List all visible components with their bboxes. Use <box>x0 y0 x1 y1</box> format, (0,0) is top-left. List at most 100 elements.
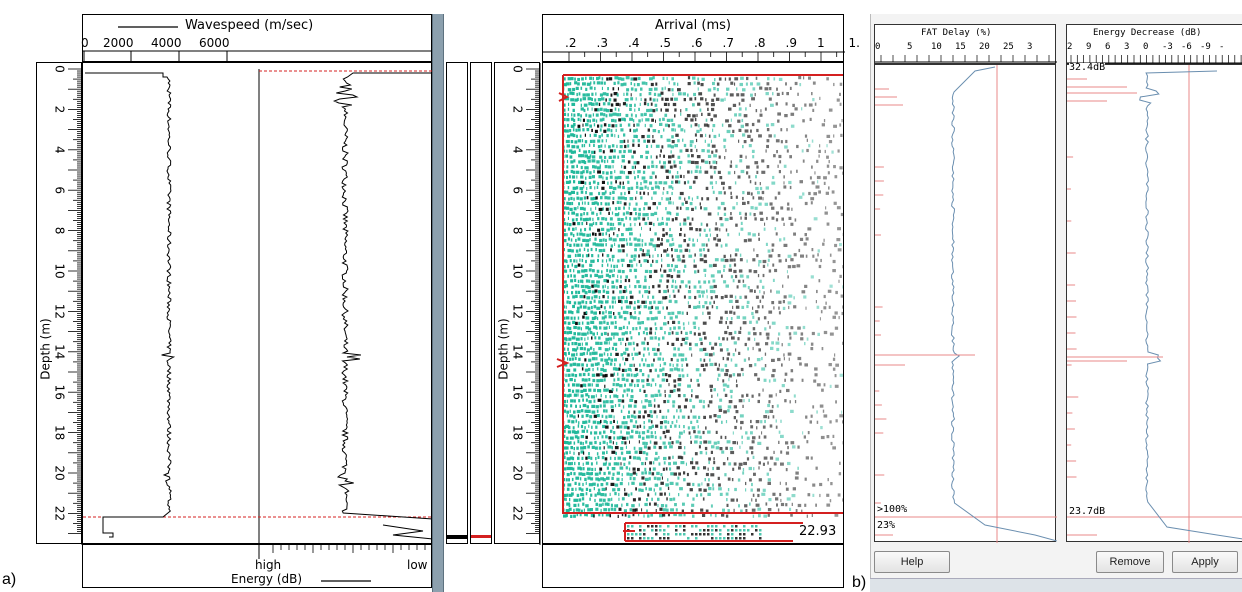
fat-delay-tick-label: 15 <box>955 42 966 52</box>
depth-tick-label: 6 <box>53 186 67 194</box>
indicator-red-bar <box>471 535 491 538</box>
wavespeed-header: Wavespeed (m/sec) 0 2000 4000 6000 <box>81 14 433 62</box>
arrival-tick-label: .3 <box>596 36 608 50</box>
wavespeed-energy-traces <box>83 69 433 545</box>
energy-decrease-title: Energy Decrease (dB) <box>1093 28 1202 38</box>
energy-decrease-plot: 32.4dB 23.7dB <box>1066 62 1242 543</box>
energy-footer: high low Energy (dB) <box>82 544 432 588</box>
indicator-column-1 <box>446 62 468 544</box>
depth-tick-label: 10 <box>53 263 67 278</box>
fat-delay-trace <box>950 66 1057 542</box>
wavespeed-title: Wavespeed (m/sec) <box>185 18 314 33</box>
arrival-waveform-plot: 22.93 <box>542 62 844 544</box>
arrival-header: Arrival (ms) .2 .3 .4 .5 .6 .7 .8 .9 1 1. <box>542 14 860 62</box>
depth-tick-label: 12 <box>511 304 525 319</box>
depth-tick-label: 2 <box>53 106 67 114</box>
remove-button[interactable]: Remove <box>1096 551 1164 573</box>
depth-tick-label: 20 <box>53 465 67 480</box>
energy-decrease-tick-label: 2 <box>1067 42 1073 52</box>
wavespeed-tick-0: 0 <box>81 36 89 50</box>
indicator-column-2 <box>470 62 492 544</box>
indicator-black-bar <box>447 535 467 539</box>
depth-tick-label: 0 <box>53 65 67 73</box>
fat-delay-tick-label: 5 <box>907 42 913 52</box>
fat-delay-ruler <box>875 55 1057 63</box>
fat-delay-tick-label: 25 <box>1003 42 1014 52</box>
depth-tick-label: 10 <box>511 263 525 278</box>
figure-label-a: a) <box>2 571 17 588</box>
energy-legend-line <box>321 580 371 582</box>
fat-delay-high-label: >100% <box>877 504 908 515</box>
energy-decrease-tick-label: -3 <box>1162 42 1173 52</box>
arrival-bottom-value: 22.93 <box>799 524 837 539</box>
fat-delay-traces <box>875 65 1057 543</box>
arrival-tick-label: .9 <box>785 36 797 50</box>
arrival-footer <box>542 544 844 588</box>
depth-axis-label-left: Depth (m) <box>38 318 53 380</box>
panel-divider <box>432 14 444 592</box>
depth-axis-label-right: Depth (m) <box>496 318 511 380</box>
help-button[interactable]: Help <box>874 551 950 573</box>
waveform-image <box>556 74 843 542</box>
fat-delay-title: FAT Delay (%) <box>921 28 992 38</box>
depth-tick-label: 2 <box>511 106 525 114</box>
lower-arrival-outline <box>623 522 803 542</box>
fat-delay-tick-label: 20 <box>979 42 990 52</box>
depth-tick-label: 8 <box>511 227 525 235</box>
fat-delay-plot: >100% 23% <box>874 64 1057 543</box>
energy-decrease-header: Energy Decrease (dB) 2 9 6 3 0 -3 -6 -9- <box>1066 24 1242 64</box>
fat-delay-ticks: 0 5 10 15 20 25 3 <box>875 43 1057 53</box>
status-strip <box>870 578 1242 592</box>
wavespeed-tick-4000: 4000 <box>151 36 182 50</box>
energy-decrease-tick-label: 0 <box>1143 42 1149 52</box>
apply-button[interactable]: Apply <box>1172 551 1238 573</box>
energy-decrease-tick-label: -9 <box>1200 42 1211 52</box>
figure-label-b: b) <box>852 574 867 591</box>
arrival-tick-label: 1 <box>817 36 825 50</box>
depth-ruler-left: 0 2 4 6 8 10 12 14 16 18 20 22 <box>53 63 83 545</box>
wavespeed-tick-2000: 2000 <box>103 36 134 50</box>
depth-tick-label: 22 <box>511 506 525 521</box>
depth-tick-label: 18 <box>511 425 525 440</box>
fat-delay-header: FAT Delay (%) 0 5 10 15 20 25 3 <box>874 24 1057 64</box>
depth-tick-label: 16 <box>53 385 67 400</box>
arrival-outline <box>556 74 843 514</box>
depth-tick-label: 18 <box>53 425 67 440</box>
fat-delay-tick-label: 3 <box>1027 42 1033 52</box>
arrival-tick-label: .5 <box>659 36 671 50</box>
fat-delay-value-label: 23% <box>877 520 896 531</box>
depth-tick-label: 4 <box>511 146 525 154</box>
energy-decrease-tick-label: 9 <box>1086 42 1092 52</box>
depth-tick-label: 6 <box>511 186 525 194</box>
energy-decrease-trace <box>1139 70 1242 540</box>
energy-decrease-bottom-value: 23.7dB <box>1069 506 1106 517</box>
arrival-tick-label: .2 <box>565 36 577 50</box>
wavespeed-energy-plot <box>82 62 433 545</box>
energy-decrease-tick-label: - <box>1219 42 1225 52</box>
depth-tick-label: 16 <box>511 385 525 400</box>
depth-tick-label: 14 <box>511 344 525 359</box>
fat-delay-red-spikes <box>875 88 975 536</box>
energy-decrease-tick-label: -6 <box>1181 42 1192 52</box>
energy-decrease-traces <box>1067 65 1242 543</box>
fat-delay-tick-label: 0 <box>875 42 881 52</box>
arrival-tick-label: 1. <box>848 36 860 50</box>
energy-trace <box>332 72 433 540</box>
depth-tick-label: 14 <box>53 344 67 359</box>
depth-tick-label: 20 <box>511 465 525 480</box>
depth-axis-left: 0 2 4 6 8 10 12 14 16 18 20 22 Depth (m) <box>36 62 83 545</box>
waveform-traces-group <box>563 76 843 540</box>
depth-tick-label: 22 <box>53 506 67 521</box>
wavespeed-trace <box>85 72 176 538</box>
depth-tick-label: 4 <box>53 146 67 154</box>
fat-delay-tick-label: 10 <box>931 42 942 52</box>
arrival-title: Arrival (ms) <box>655 18 731 33</box>
depth-ruler-right: 0 2 4 6 8 10 12 14 16 18 20 22 <box>511 63 541 545</box>
energy-title: Energy (dB) <box>231 572 303 586</box>
energy-decrease-top-value: 32.4dB <box>1069 62 1106 73</box>
arrival-tick-label: .4 <box>628 36 640 50</box>
arrival-tick-label: .7 <box>722 36 734 50</box>
energy-high-label: high <box>255 558 282 572</box>
energy-low-label: low <box>407 558 428 572</box>
arrival-axis-ruler <box>543 51 845 61</box>
